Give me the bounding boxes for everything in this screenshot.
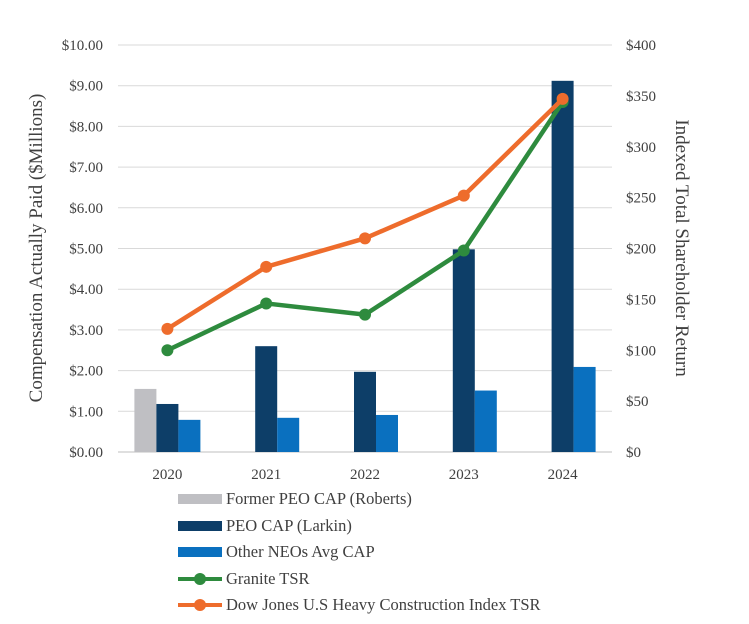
legend-item-dow-jones-tsr: Dow Jones U.S Heavy Construction Index T…	[178, 592, 541, 619]
left-tick-label: $2.00	[69, 364, 103, 380]
legend-item-granite-tsr: Granite TSR	[178, 566, 541, 593]
bar-former-peo-cap-roberts--2020	[134, 388, 157, 452]
marker-granite-tsr-2021	[260, 297, 273, 310]
legend-swatch-dow-jones-tsr	[178, 598, 222, 612]
right-tick-label: $200	[626, 242, 656, 258]
legend-swatch-granite-tsr	[178, 572, 222, 586]
left-tick-label: $7.00	[69, 160, 103, 176]
right-axis-title: Indexed Total Shareholder Return	[671, 119, 692, 377]
marker-dow-jones-u-s-heavy-construction-index-tsr-2023	[457, 189, 470, 202]
tsr-lines	[161, 92, 569, 357]
x-tick-label: 2022	[350, 467, 380, 480]
left-tick-label: $10.00	[62, 38, 103, 54]
right-tick-label: $250	[626, 191, 656, 207]
bar-other-neos-avg-cap-2022	[376, 414, 398, 452]
marker-granite-tsr-2023	[457, 244, 470, 257]
legend-label-peo-larkin: PEO CAP (Larkin)	[226, 515, 352, 535]
legend-label-other-neos: Other NEOs Avg CAP	[226, 542, 375, 562]
line-dow-jones-u-s-heavy-construction-index-tsr	[166, 97, 565, 331]
marker-dow-jones-u-s-heavy-construction-index-tsr-2021	[260, 260, 273, 273]
marker-dow-jones-u-s-heavy-construction-index-tsr-2022	[359, 232, 371, 245]
right-tick-label: $100	[626, 343, 656, 359]
right-tick-label: $150	[626, 292, 656, 308]
marker-dow-jones-u-s-heavy-construction-index-tsr-2024	[556, 92, 569, 105]
legend-swatch-peo-larkin	[178, 520, 222, 531]
legend-label-dow-jones-tsr: Dow Jones U.S Heavy Construction Index T…	[226, 595, 541, 615]
legend-label-former-peo: Former PEO CAP (Roberts)	[226, 489, 412, 509]
left-tick-label: $8.00	[69, 119, 103, 135]
legend-swatch-other-neos	[178, 547, 222, 558]
left-tick-label: $3.00	[69, 323, 103, 339]
left-tick-label: $1.00	[69, 404, 103, 420]
left-tick-label: $0.00	[69, 445, 103, 461]
x-tick-label: 2020	[152, 467, 182, 480]
bar-other-neos-avg-cap-2023	[474, 390, 497, 452]
bar-peo-cap-larkin--2023	[452, 249, 475, 452]
bar-other-neos-avg-cap-2021	[277, 417, 300, 452]
x-axis-ticks: 2020 2021 2022 2023 2024	[152, 467, 578, 480]
right-axis-ticks: $0 $50 $100 $150 $200 $250 $300 $350 $400	[626, 38, 656, 461]
right-tick-label: $50	[626, 394, 649, 410]
legend-item-former-peo: Former PEO CAP (Roberts)	[178, 486, 541, 513]
legend-swatch-former-peo	[178, 494, 222, 505]
bar-peo-cap-larkin--2024	[551, 80, 574, 452]
legend-label-granite-tsr: Granite TSR	[226, 568, 310, 588]
left-axis-title: Compensation Actually Paid ($Millions)	[26, 94, 47, 403]
marker-granite-tsr-2020	[161, 344, 174, 357]
right-tick-label: $350	[626, 89, 656, 105]
left-axis-ticks: $0.00 $1.00 $2.00 $3.00 $4.00 $5.00 $6.00 $7.00…	[62, 38, 103, 461]
marker-granite-tsr-2022	[359, 308, 371, 321]
bar-other-neos-avg-cap-2024	[573, 366, 596, 452]
left-tick-label: $6.00	[69, 201, 103, 217]
legend-item-other-neos: Other NEOs Avg CAP	[178, 539, 541, 566]
chart-legend: Former PEO CAP (Roberts) PEO CAP (Larkin…	[178, 486, 541, 619]
bar-peo-cap-larkin--2022	[354, 371, 376, 452]
left-tick-label: $9.00	[69, 79, 103, 95]
marker-dow-jones-u-s-heavy-construction-index-tsr-2020	[161, 322, 174, 335]
bar-peo-cap-larkin--2021	[255, 346, 278, 452]
right-tick-label: $400	[626, 38, 656, 54]
left-tick-label: $4.00	[69, 282, 103, 298]
right-tick-label: $0	[626, 445, 641, 461]
left-tick-label: $5.00	[69, 242, 103, 258]
right-tick-label: $300	[626, 140, 656, 156]
bars	[134, 80, 596, 452]
combo-chart: $0.00 $1.00 $2.00 $3.00 $4.00 $5.00 $6.00 $7.00…	[26, 38, 692, 480]
bar-other-neos-avg-cap-2020	[178, 419, 201, 452]
legend-item-peo-larkin: PEO CAP (Larkin)	[178, 513, 541, 540]
bar-peo-cap-larkin--2020	[156, 403, 179, 452]
gridlines	[118, 44, 612, 453]
x-tick-label: 2024	[548, 467, 579, 480]
x-tick-label: 2021	[251, 467, 281, 480]
x-tick-label: 2023	[449, 467, 479, 480]
